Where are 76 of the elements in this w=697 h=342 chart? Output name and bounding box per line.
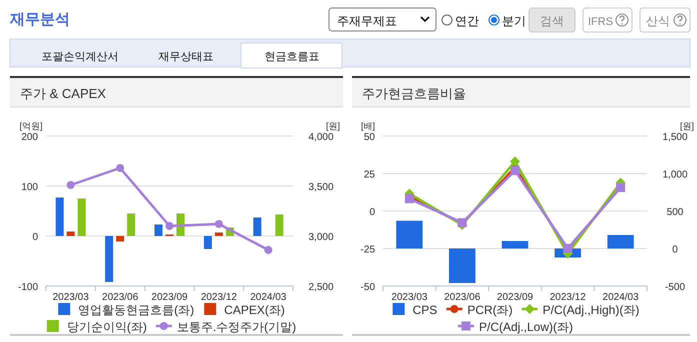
bar	[127, 214, 136, 236]
y-tick-label: -25	[360, 244, 376, 256]
y-tick-label: 200	[21, 132, 38, 143]
legend-label: CAPEX(좌)	[224, 303, 285, 317]
bar	[502, 241, 528, 248]
bar	[154, 224, 162, 236]
text: IFRS	[588, 16, 614, 28]
legend-label: PCR(좌)	[467, 303, 513, 317]
x-tick-label: 2023/12	[550, 292, 586, 303]
point	[563, 244, 572, 253]
y2-tick-label: 1,000	[662, 170, 688, 180]
text: 재무상태표	[158, 51, 214, 63]
text: 재무분석	[9, 11, 70, 28]
y2-tick-label: -500	[664, 282, 686, 293]
y2-tick-label: 0	[672, 244, 678, 256]
point	[404, 194, 414, 204]
bar	[116, 236, 124, 242]
y2-tick-label: 3,500	[308, 182, 334, 193]
chart-title: 주가 & CAPEX	[20, 86, 106, 101]
text: 현금흐름표	[264, 51, 320, 63]
y-tick-label: -100	[18, 282, 38, 293]
bar	[214, 232, 223, 236]
y2-axis-title: [원]	[326, 121, 340, 131]
legend-label: P/C(Adj.,High)(좌)	[542, 303, 640, 317]
legend-label: 영업활동현금흐름(좌)	[78, 303, 194, 317]
y2-tick-label: 3,000	[308, 232, 334, 243]
text: 연간	[455, 14, 479, 28]
x-tick-label: 2024/03	[250, 292, 287, 303]
y-tick-label: -50	[360, 282, 376, 293]
bar	[105, 236, 114, 282]
y-tick-label: 50	[364, 132, 376, 143]
x-tick-label: 2024/03	[602, 292, 640, 303]
point	[510, 166, 520, 176]
text: 주재무제표	[337, 14, 397, 28]
point	[264, 246, 272, 254]
legend-label: 보통주.수정주가(기말)	[176, 320, 296, 334]
y-tick-label: 100	[21, 182, 38, 193]
y2-tick-label: 500	[666, 207, 684, 218]
bar	[275, 214, 284, 236]
bar	[607, 235, 634, 248]
y2-tick-label: 1,500	[662, 132, 688, 143]
legend-label: CPS	[412, 303, 438, 317]
bar	[78, 198, 86, 236]
bar	[204, 236, 212, 249]
x-tick-label: 2023/12	[200, 292, 238, 303]
point	[214, 220, 223, 228]
text: 포괄손익계산서	[42, 51, 118, 63]
y-axis-title: [억원]	[19, 121, 43, 131]
legend-label: 당기순이익(좌)	[66, 320, 147, 334]
bar	[253, 218, 262, 236]
legend-label: P/C(Adj.,Low)(좌)	[478, 320, 574, 334]
bar	[449, 248, 476, 283]
y2-tick-label: 2,500	[308, 282, 334, 293]
point	[510, 156, 520, 166]
x-tick-label: 2023/03	[52, 292, 90, 303]
y2-tick-label: 4,000	[308, 132, 334, 143]
bar	[56, 198, 64, 236]
point	[166, 222, 174, 230]
x-tick-label: 2023/09	[496, 292, 534, 303]
x-tick-label: 2023/09	[151, 292, 188, 303]
y-tick-label: 0	[32, 232, 38, 243]
y-axis-title: [배]	[360, 121, 376, 131]
bar	[66, 232, 75, 236]
chart-title: 주가현금흐름비율	[362, 86, 466, 101]
x-tick-label: 2023/06	[102, 292, 139, 303]
y2-axis-title: [원]	[680, 121, 694, 131]
point	[116, 164, 124, 172]
y-tick-label: 0	[369, 207, 376, 218]
bar	[396, 220, 423, 248]
x-tick-label: 2023/06	[444, 292, 481, 303]
text: 산식	[646, 14, 670, 28]
text: 분기	[502, 14, 526, 28]
y-tick-label: 25	[364, 170, 376, 180]
x-tick-label: 2023/03	[391, 292, 428, 303]
point	[66, 181, 75, 189]
text: 검색	[540, 14, 564, 28]
